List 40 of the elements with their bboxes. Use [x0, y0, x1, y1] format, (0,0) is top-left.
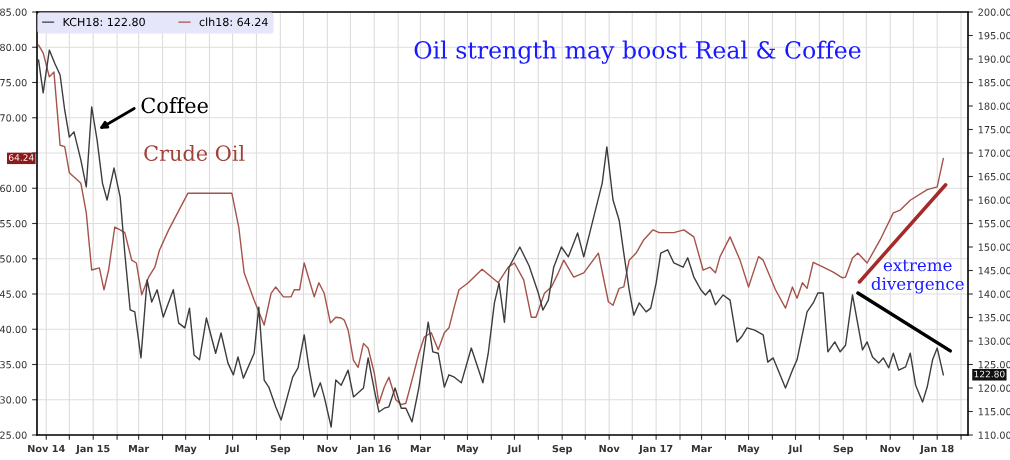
y-tick-label: 25.00: [0, 431, 27, 439]
annotation: Crude Oil: [144, 144, 245, 162]
x-tick-label: Sep: [552, 444, 573, 455]
y-tick-label: 30.00: [0, 396, 27, 404]
y-tick-label: 75.00: [0, 78, 27, 87]
x-tick-label: Jan 18: [919, 444, 954, 455]
x-tick-label: Nov: [599, 445, 620, 453]
y-tick-label: 45.00: [0, 290, 27, 298]
x-tick-label: Sep: [833, 444, 854, 455]
x-tick-label: Jan 15: [75, 445, 110, 455]
x-tick-label: Jan 16: [356, 444, 391, 455]
y-tick-label: 60.00: [0, 184, 27, 193]
legend-label: KCH18: 122.80: [63, 17, 145, 27]
x-tick-label: Nov: [880, 445, 901, 453]
x-tick-label: Mar: [410, 445, 431, 453]
legend-label: clh18: 64.24: [199, 17, 268, 27]
y-tick-label: 40.00: [0, 325, 27, 334]
x-tick-label: Jul: [506, 444, 521, 455]
x-tick-label: May: [738, 444, 760, 455]
annotation: Coffee: [141, 97, 208, 114]
y-tick-label: 70.00: [0, 114, 27, 122]
y-tick-label: 85.00: [0, 8, 27, 16]
x-tick-label: Jul: [225, 444, 239, 455]
x-tick-label: Nov 14: [28, 445, 65, 453]
text: 122.80: [974, 370, 1005, 378]
x-tick-label: Jan 17: [638, 445, 673, 455]
text: 64.24: [8, 154, 34, 161]
x-tick-label: May: [175, 444, 197, 455]
y-tick-label: 35.00: [0, 360, 27, 369]
y-tick-label: 55.00: [0, 219, 27, 228]
x-tick-label: Mar: [691, 445, 713, 453]
x-tick-label: Jul: [788, 444, 802, 455]
y-tick-label: 80.00: [0, 43, 27, 52]
annotation: Oil strength may boost Real & Coffee: [414, 40, 861, 64]
x-tick-label: May: [457, 444, 479, 455]
x-tick-label: Nov: [317, 445, 338, 453]
x-tick-label: Sep: [270, 444, 291, 455]
y-tick-label: 50.00: [0, 255, 27, 263]
annotation: extreme divergence: [871, 259, 964, 294]
x-tick-label: Mar: [129, 445, 150, 453]
